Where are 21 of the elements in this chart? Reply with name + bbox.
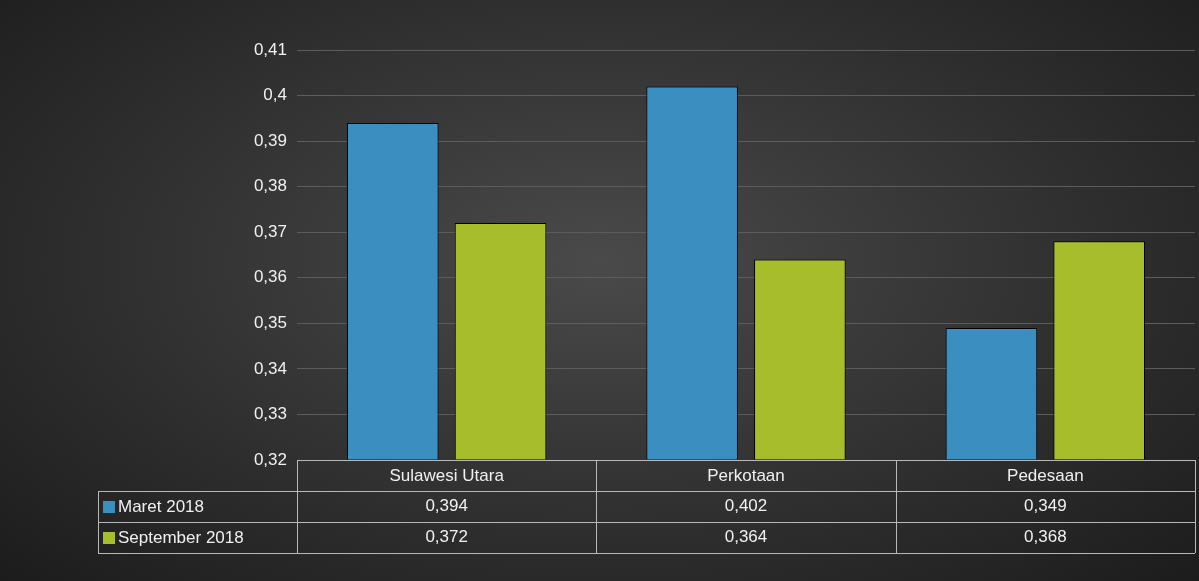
- y-tick-label: 0,38: [253, 176, 287, 196]
- y-tick-label: 0,37: [253, 221, 287, 241]
- y-tick-label: 0,34: [253, 358, 287, 378]
- x-tick-label: Pedesaan: [1007, 465, 1084, 485]
- data-label: 0,372: [425, 527, 468, 547]
- y-tick-label: 0,41: [253, 39, 287, 59]
- x-tick-label: Sulawesi Utara: [389, 465, 505, 485]
- legend-label: Maret 2018: [118, 496, 204, 517]
- y-tick-label: 0,32: [253, 449, 287, 469]
- data-label: 0,402: [724, 496, 768, 516]
- y-tick-label: 0,36: [253, 267, 287, 287]
- data-label: 0,368: [1024, 527, 1067, 547]
- y-tick-label: 0,33: [253, 404, 287, 424]
- data-label: 0,364: [724, 527, 768, 547]
- data-label: 0,394: [425, 496, 468, 516]
- x-tick-label: Perkotaan: [707, 465, 785, 485]
- legend-label: September 2018: [118, 527, 244, 548]
- y-tick-label: 0,4: [263, 85, 287, 105]
- y-tick-label: 0,39: [253, 130, 287, 150]
- data-label: 0,349: [1024, 496, 1067, 516]
- y-tick-label: 0,35: [253, 313, 287, 333]
